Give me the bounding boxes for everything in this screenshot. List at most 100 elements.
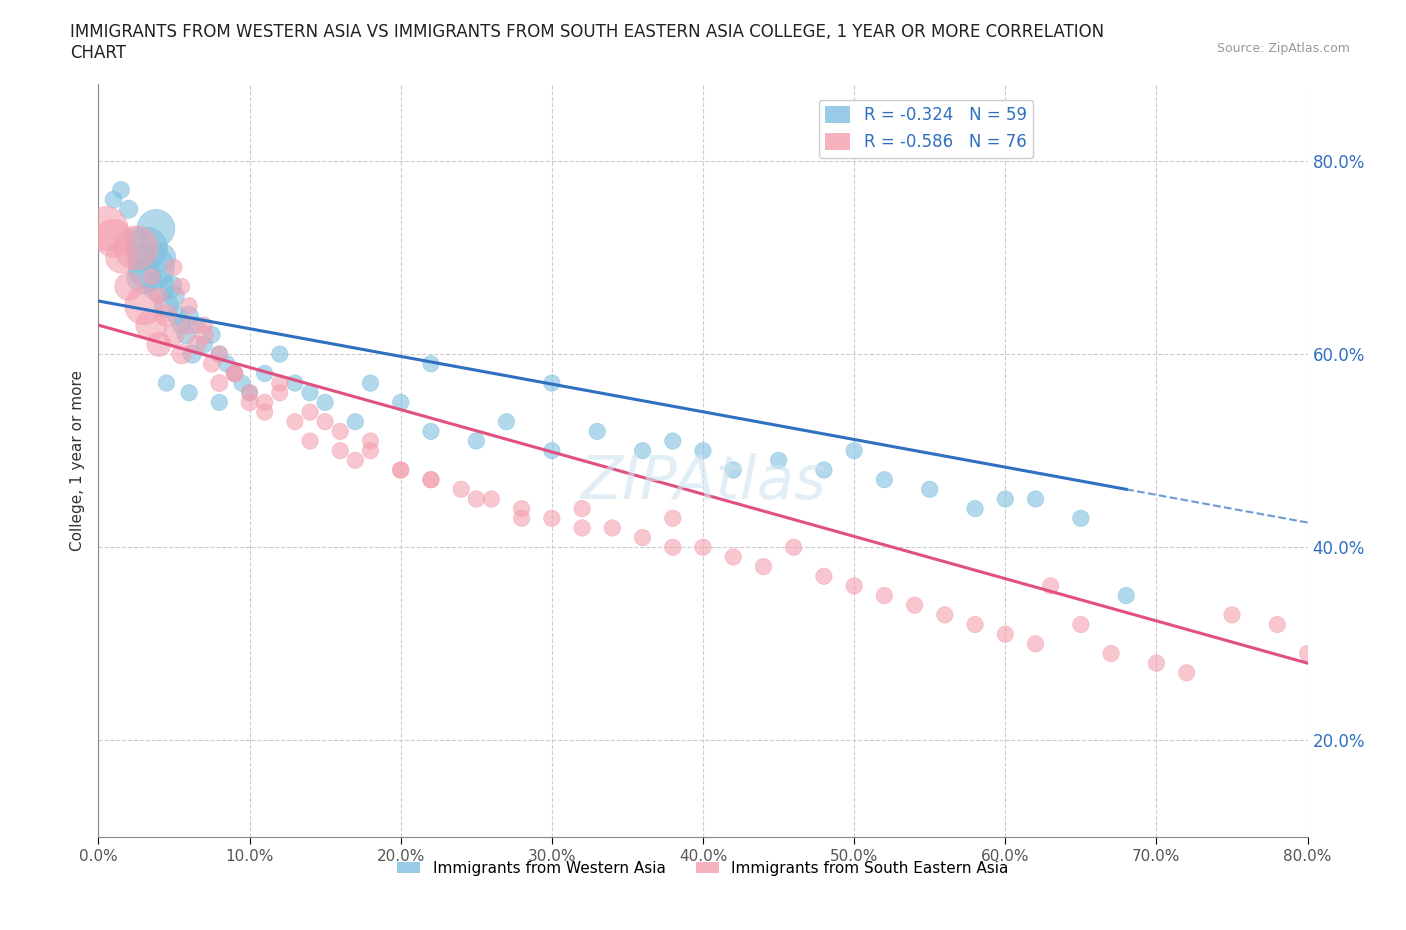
Point bbox=[118, 202, 141, 217]
Point bbox=[1146, 656, 1168, 671]
Y-axis label: College, 1 year or more: College, 1 year or more bbox=[69, 370, 84, 551]
Point bbox=[239, 385, 262, 400]
Point bbox=[193, 318, 215, 333]
Point bbox=[201, 327, 224, 342]
Point bbox=[465, 492, 488, 507]
Point bbox=[1115, 588, 1137, 603]
Point bbox=[181, 347, 204, 362]
Point bbox=[132, 270, 155, 285]
Point bbox=[125, 231, 148, 246]
Point bbox=[125, 241, 148, 256]
Point bbox=[389, 462, 412, 477]
Point bbox=[179, 318, 201, 333]
Point bbox=[752, 559, 775, 574]
Point bbox=[186, 318, 208, 333]
Point bbox=[540, 444, 562, 458]
Point bbox=[1175, 665, 1198, 680]
Point bbox=[420, 472, 443, 487]
Point bbox=[141, 259, 163, 274]
Text: ZIPAtlas: ZIPAtlas bbox=[581, 454, 825, 512]
Point bbox=[110, 182, 132, 197]
Point bbox=[193, 337, 215, 352]
Point bbox=[360, 376, 382, 391]
Point bbox=[344, 453, 367, 468]
Point bbox=[329, 424, 352, 439]
Point bbox=[179, 385, 201, 400]
Point bbox=[768, 453, 790, 468]
Point bbox=[170, 279, 193, 294]
Point bbox=[94, 221, 117, 236]
Point bbox=[269, 385, 291, 400]
Point bbox=[170, 318, 193, 333]
Point bbox=[208, 395, 231, 410]
Point bbox=[934, 607, 956, 622]
Point bbox=[269, 376, 291, 391]
Point bbox=[1070, 511, 1092, 525]
Point bbox=[129, 250, 152, 265]
Point bbox=[783, 539, 806, 554]
Point bbox=[299, 405, 322, 419]
Point bbox=[1070, 618, 1092, 632]
Point bbox=[208, 347, 231, 362]
Point bbox=[208, 347, 231, 362]
Point bbox=[170, 347, 193, 362]
Point bbox=[904, 598, 927, 613]
Point bbox=[661, 433, 683, 448]
Point bbox=[174, 327, 197, 342]
Point bbox=[360, 433, 382, 448]
Point bbox=[155, 308, 177, 323]
Point bbox=[269, 347, 291, 362]
Point bbox=[299, 385, 322, 400]
Point bbox=[253, 405, 276, 419]
Point bbox=[631, 530, 654, 545]
Point bbox=[224, 366, 246, 381]
Point bbox=[163, 288, 186, 303]
Point bbox=[661, 511, 683, 525]
Point bbox=[450, 482, 472, 497]
Point bbox=[148, 337, 170, 352]
Text: Source: ZipAtlas.com: Source: ZipAtlas.com bbox=[1216, 42, 1350, 55]
Point bbox=[155, 376, 177, 391]
Point bbox=[163, 327, 186, 342]
Point bbox=[661, 539, 683, 554]
Point bbox=[994, 492, 1017, 507]
Point bbox=[465, 433, 488, 448]
Point bbox=[1099, 646, 1122, 661]
Point bbox=[389, 395, 412, 410]
Point bbox=[510, 501, 533, 516]
Point bbox=[873, 472, 896, 487]
Point bbox=[692, 444, 714, 458]
Point bbox=[110, 250, 132, 265]
Point bbox=[602, 521, 624, 536]
Point bbox=[918, 482, 941, 497]
Point bbox=[284, 376, 307, 391]
Point bbox=[103, 193, 125, 207]
Point bbox=[723, 462, 745, 477]
Point bbox=[193, 327, 215, 342]
Point bbox=[160, 279, 183, 294]
Point bbox=[1024, 636, 1046, 651]
Point bbox=[495, 414, 517, 429]
Point bbox=[360, 444, 382, 458]
Legend: Immigrants from Western Asia, Immigrants from South Eastern Asia: Immigrants from Western Asia, Immigrants… bbox=[391, 855, 1015, 882]
Point bbox=[1296, 646, 1319, 661]
Point bbox=[118, 279, 141, 294]
Point bbox=[344, 414, 367, 429]
Point bbox=[510, 511, 533, 525]
Point bbox=[540, 511, 562, 525]
Point bbox=[994, 627, 1017, 642]
Point bbox=[148, 279, 170, 294]
Point bbox=[253, 366, 276, 381]
Point bbox=[135, 241, 157, 256]
Point bbox=[186, 337, 208, 352]
Point bbox=[224, 366, 246, 381]
Point bbox=[179, 299, 201, 313]
Point bbox=[631, 444, 654, 458]
Point bbox=[166, 308, 188, 323]
Point bbox=[201, 356, 224, 371]
Point bbox=[586, 424, 609, 439]
Point bbox=[314, 395, 336, 410]
Point bbox=[965, 501, 987, 516]
Point bbox=[179, 308, 201, 323]
Point bbox=[389, 462, 412, 477]
